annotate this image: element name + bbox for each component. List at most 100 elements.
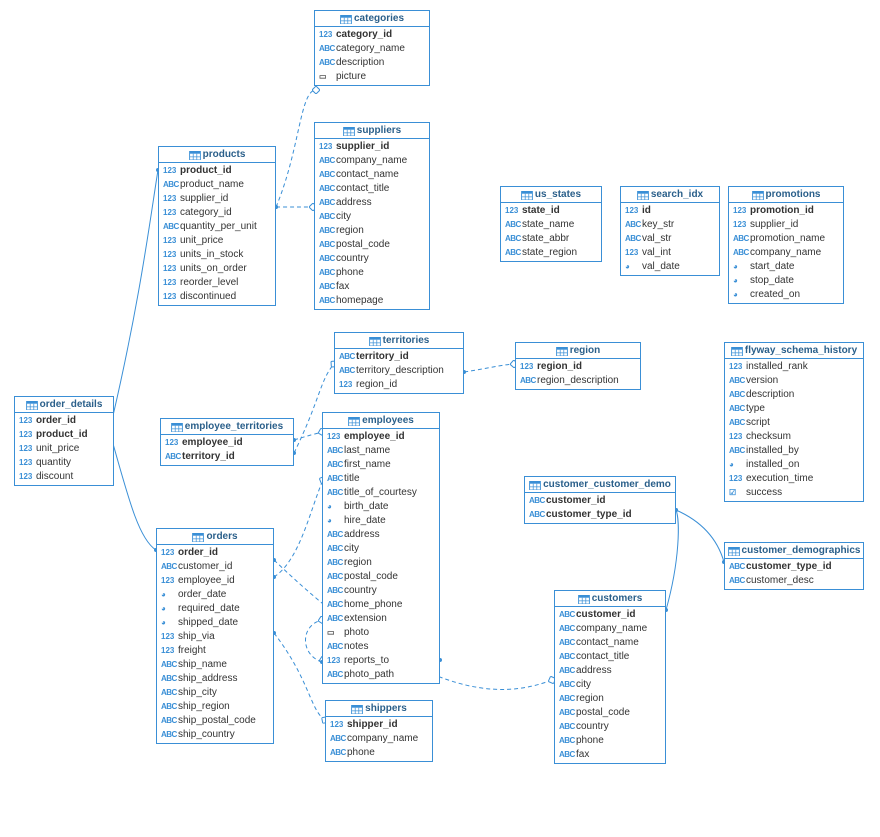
table-region[interactable]: region123region_idABCregion_description bbox=[515, 342, 641, 390]
column[interactable]: 123discount bbox=[15, 470, 113, 484]
table-header[interactable]: customer_demographics bbox=[725, 543, 863, 559]
column[interactable]: ▭picture bbox=[315, 70, 429, 84]
table-customers[interactable]: customersABCcustomer_idABCcompany_nameAB… bbox=[554, 590, 666, 764]
column[interactable]: ABCcountry bbox=[555, 720, 665, 734]
column[interactable]: ABCaddress bbox=[323, 528, 439, 542]
column[interactable]: ABCscript bbox=[725, 416, 863, 430]
column[interactable]: ABChome_phone bbox=[323, 598, 439, 612]
table-categories[interactable]: categories123category_idABCcategory_name… bbox=[314, 10, 430, 86]
column[interactable]: ABCval_str bbox=[621, 232, 719, 246]
column[interactable]: ABCcustomer_id bbox=[157, 560, 273, 574]
column[interactable]: ABCterritory_description bbox=[335, 364, 463, 378]
table-us_states[interactable]: us_states123state_idABCstate_nameABCstat… bbox=[500, 186, 602, 262]
column[interactable]: 123quantity bbox=[15, 456, 113, 470]
table-header[interactable]: customers bbox=[555, 591, 665, 607]
column[interactable]: ◕stop_date bbox=[729, 274, 843, 288]
column[interactable]: ABCship_city bbox=[157, 686, 273, 700]
table-territories[interactable]: territoriesABCterritory_idABCterritory_d… bbox=[334, 332, 464, 394]
column[interactable]: ABCcategory_name bbox=[315, 42, 429, 56]
column[interactable]: 123reorder_level bbox=[159, 276, 275, 290]
column[interactable]: ◕installed_on bbox=[725, 458, 863, 472]
column[interactable]: ABCphone bbox=[326, 746, 432, 760]
column[interactable]: ABCversion bbox=[725, 374, 863, 388]
table-products[interactable]: products123product_idABCproduct_name123s… bbox=[158, 146, 276, 306]
table-suppliers[interactable]: suppliers123supplier_idABCcompany_nameAB… bbox=[314, 122, 430, 310]
column[interactable]: ABCstate_abbr bbox=[501, 232, 601, 246]
column[interactable]: 123employee_id bbox=[323, 430, 439, 444]
column[interactable]: ABCterritory_id bbox=[161, 450, 293, 464]
column[interactable]: ABCregion bbox=[323, 556, 439, 570]
column[interactable]: 123category_id bbox=[315, 28, 429, 42]
column[interactable]: ABCregion_description bbox=[516, 374, 640, 388]
column[interactable]: ☑success bbox=[725, 486, 863, 500]
column[interactable]: 123id bbox=[621, 204, 719, 218]
column[interactable]: 123employee_id bbox=[161, 436, 293, 450]
column[interactable]: ◕order_date bbox=[157, 588, 273, 602]
column[interactable]: 123order_id bbox=[15, 414, 113, 428]
column[interactable]: 123shipper_id bbox=[326, 718, 432, 732]
column[interactable]: ◕hire_date bbox=[323, 514, 439, 528]
column[interactable]: ABChomepage bbox=[315, 294, 429, 308]
column[interactable]: ABCcontact_name bbox=[555, 636, 665, 650]
table-header[interactable]: promotions bbox=[729, 187, 843, 203]
column[interactable]: ABCquantity_per_unit bbox=[159, 220, 275, 234]
column[interactable]: 123val_int bbox=[621, 246, 719, 260]
column[interactable]: 123product_id bbox=[159, 164, 275, 178]
column[interactable]: ABCstate_region bbox=[501, 246, 601, 260]
column[interactable]: 123units_in_stock bbox=[159, 248, 275, 262]
column[interactable]: ABCcountry bbox=[315, 252, 429, 266]
column[interactable]: ABCcustomer_type_id bbox=[525, 508, 675, 522]
column[interactable]: 123discontinued bbox=[159, 290, 275, 304]
table-header[interactable]: region bbox=[516, 343, 640, 359]
table-shippers[interactable]: shippers123shipper_idABCcompany_nameABCp… bbox=[325, 700, 433, 762]
table-header[interactable]: us_states bbox=[501, 187, 601, 203]
column[interactable]: ABCtitle bbox=[323, 472, 439, 486]
table-order_details[interactable]: order_details123order_id123product_id123… bbox=[14, 396, 114, 486]
table-header[interactable]: order_details bbox=[15, 397, 113, 413]
column[interactable]: ABCpostal_code bbox=[323, 570, 439, 584]
column[interactable]: ABCextension bbox=[323, 612, 439, 626]
column[interactable]: ABCproduct_name bbox=[159, 178, 275, 192]
column[interactable]: 123region_id bbox=[516, 360, 640, 374]
column[interactable]: ABCphoto_path bbox=[323, 668, 439, 682]
column[interactable]: 123unit_price bbox=[15, 442, 113, 456]
table-customer_demographics[interactable]: customer_demographicsABCcustomer_type_id… bbox=[724, 542, 864, 590]
column[interactable]: ABCcontact_title bbox=[315, 182, 429, 196]
table-search_idx[interactable]: search_idx123idABCkey_strABCval_str123va… bbox=[620, 186, 720, 276]
column[interactable]: ABCaddress bbox=[315, 196, 429, 210]
column[interactable]: 123checksum bbox=[725, 430, 863, 444]
table-header[interactable]: categories bbox=[315, 11, 429, 27]
column[interactable]: ABCinstalled_by bbox=[725, 444, 863, 458]
table-header[interactable]: customer_customer_demo bbox=[525, 477, 675, 493]
column[interactable]: 123execution_time bbox=[725, 472, 863, 486]
column[interactable]: ABCship_region bbox=[157, 700, 273, 714]
column[interactable]: 123promotion_id bbox=[729, 204, 843, 218]
column[interactable]: ◕created_on bbox=[729, 288, 843, 302]
column[interactable]: ABCcompany_name bbox=[315, 154, 429, 168]
column[interactable]: ABCship_address bbox=[157, 672, 273, 686]
column[interactable]: 123units_on_order bbox=[159, 262, 275, 276]
column[interactable]: ABCstate_name bbox=[501, 218, 601, 232]
column[interactable]: ◕birth_date bbox=[323, 500, 439, 514]
column[interactable]: ABCnotes bbox=[323, 640, 439, 654]
column[interactable]: ABCcontact_name bbox=[315, 168, 429, 182]
table-header[interactable]: flyway_schema_history bbox=[725, 343, 863, 359]
column[interactable]: ABCfirst_name bbox=[323, 458, 439, 472]
column[interactable]: ABCcity bbox=[315, 210, 429, 224]
table-header[interactable]: suppliers bbox=[315, 123, 429, 139]
table-header[interactable]: employee_territories bbox=[161, 419, 293, 435]
column[interactable]: ABCphone bbox=[315, 266, 429, 280]
column[interactable]: ABCcountry bbox=[323, 584, 439, 598]
column[interactable]: 123category_id bbox=[159, 206, 275, 220]
column[interactable]: 123reports_to bbox=[323, 654, 439, 668]
column[interactable]: 123supplier_id bbox=[159, 192, 275, 206]
column[interactable]: ABCcustomer_id bbox=[525, 494, 675, 508]
column[interactable]: 123supplier_id bbox=[729, 218, 843, 232]
column[interactable]: ABCpromotion_name bbox=[729, 232, 843, 246]
column[interactable]: ABCkey_str bbox=[621, 218, 719, 232]
column[interactable]: ABCcompany_name bbox=[555, 622, 665, 636]
column[interactable]: ABCcontact_title bbox=[555, 650, 665, 664]
column[interactable]: 123unit_price bbox=[159, 234, 275, 248]
column[interactable]: ABCcity bbox=[323, 542, 439, 556]
column[interactable]: ABCtitle_of_courtesy bbox=[323, 486, 439, 500]
